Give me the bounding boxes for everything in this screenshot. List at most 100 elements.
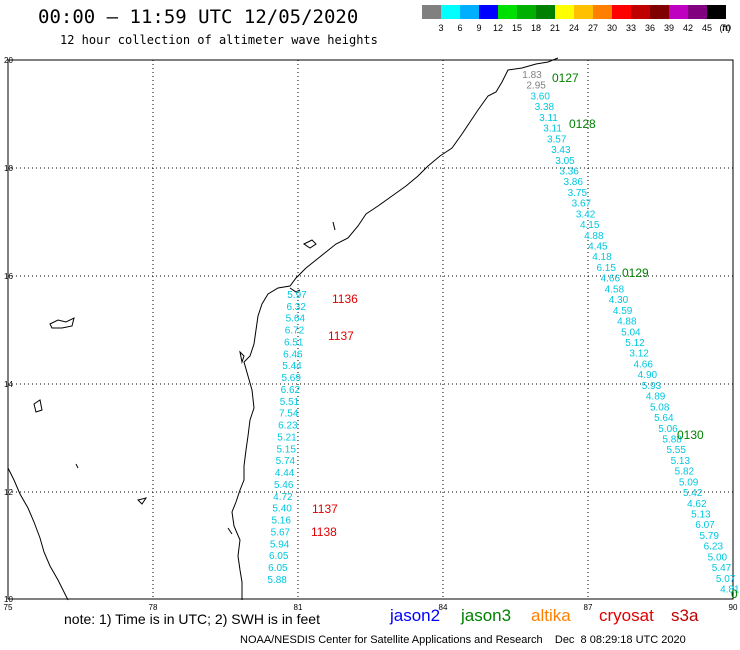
wave-height-value: 6.15 (596, 263, 616, 274)
wave-height-value: 3.11 (539, 113, 558, 124)
longitude-label: 81 (294, 603, 303, 612)
wave-height-value: 6.46 (283, 349, 303, 360)
wave-height-value: 6.72 (285, 326, 305, 337)
wave-height-value: 4.72 (273, 492, 293, 503)
wave-height-value: 6.62 (281, 385, 301, 396)
coastline-india-east (231, 57, 559, 600)
legend-label: 18 (531, 23, 541, 33)
legend-label: 12 (493, 23, 503, 33)
wave-height-value: 5.13 (671, 456, 691, 467)
wave-height-value: 3.43 (551, 145, 571, 156)
chart-title: 00:00 – 11:59 UTC 12/05/2020 (38, 6, 359, 28)
wave-height-value: 5.15 (276, 444, 296, 455)
legend-label: 27 (588, 23, 598, 33)
wave-height-value: 5.47 (712, 563, 732, 574)
longitude-label: 87 (584, 603, 593, 612)
longitude-label: 84 (439, 603, 448, 612)
lat-lon-grid (8, 60, 733, 599)
latitude-label: 14 (4, 380, 13, 389)
wave-height-value: 5.07 (716, 574, 736, 585)
wave-height-value: 5.82 (675, 467, 695, 478)
wave-height-value: 4.18 (592, 252, 612, 263)
legend-label: 45 (702, 23, 712, 33)
wave-height-value: 6.51 (284, 338, 304, 349)
wave-height-value: 4.62 (687, 499, 707, 510)
wave-height-value: 5.93 (642, 381, 662, 392)
wave-height-value: 6.23 (278, 421, 298, 432)
footer-note: note: 1) Time is in UTC; 2) SWH is in fe… (64, 611, 320, 627)
wave-height-value: 4.15 (580, 220, 600, 231)
satellite-name: altika (531, 606, 571, 625)
wave-height-value: 3.11 (543, 124, 562, 135)
pass-time-label: 1137 (312, 502, 338, 516)
wave-height-value: 3.75 (568, 188, 588, 199)
pass-time-label: 0129 (622, 266, 649, 280)
wave-height-value: 2.95 (526, 81, 546, 92)
island-shape (227, 527, 233, 535)
legend-swatch (422, 5, 441, 19)
wave-height-value: 5.44 (282, 361, 302, 372)
satellite-name: s3a (671, 606, 699, 625)
wave-height-value: 4.90 (638, 370, 658, 381)
wave-height-value: 5.13 (691, 510, 711, 521)
wave-height-value: 5.97 (287, 290, 307, 301)
legend-swatch (688, 5, 707, 19)
wave-height-value: 5.67 (271, 527, 291, 538)
legend-label: 24 (569, 23, 579, 33)
legend-label: 33 (626, 23, 636, 33)
longitude-label: 78 (149, 603, 158, 612)
wave-height-value: 4.81 (720, 585, 740, 596)
wave-height-value: 5.79 (699, 531, 719, 542)
wave-height-value: 5.51 (280, 397, 300, 408)
wave-height-value: 4.30 (609, 295, 629, 306)
wave-height-value: 4.66 (601, 274, 621, 285)
pass-time-labels: 0127 0128 0129 0130 0 1136 1137 1137 1138 (311, 71, 738, 601)
pass-time-label: 1138 (311, 525, 337, 539)
wave-height-value: 3.42 (576, 209, 596, 220)
wave-height-value: 5.64 (286, 314, 306, 325)
legend-swatch (631, 5, 650, 19)
wave-height-value: 6.07 (695, 520, 715, 531)
wave-height-value: 3.38 (535, 102, 555, 113)
legend-swatch (498, 5, 517, 19)
satellite-name: jason2 (390, 606, 441, 625)
wave-height-value: 5.88 (267, 575, 287, 586)
wave-height-value: 3.57 (547, 134, 567, 145)
legend-swatch (479, 5, 498, 19)
longitude-label: 75 (4, 603, 13, 612)
island-shape (332, 221, 336, 231)
wave-height-value: 3.67 (572, 199, 592, 210)
legend-label: 70 (721, 23, 731, 33)
wave-height-value: 5.74 (276, 456, 296, 467)
map-frame (7, 59, 734, 600)
island-shape (33, 399, 43, 413)
wave-height-value: 6.05 (269, 551, 289, 562)
island-shape (303, 239, 317, 249)
wave-height-value: 5.21 (277, 432, 297, 443)
color-legend: 3 6 9 12 15 18 21 24 27 30 33 36 39 42 45 70(ft) (422, 5, 731, 33)
pass-time-label: 0127 (552, 71, 579, 85)
wave-height-value: 4.45 (588, 242, 608, 253)
wave-height-value: 6.05 (268, 563, 288, 574)
legend-label: 42 (683, 23, 693, 33)
wave-height-value: 5.64 (654, 413, 674, 424)
latitude-label: 18 (4, 164, 13, 173)
wave-height-value: 4.44 (275, 468, 295, 479)
wave-height-value: 3.05 (555, 156, 575, 167)
legend-swatch (441, 5, 460, 19)
footer-credit: NOAA/NESDIS Center for Satellite Applica… (240, 634, 686, 646)
pass-time-label: 1136 (332, 292, 358, 306)
wave-height-value: 1.83 (522, 70, 542, 81)
chart-subtitle: 12 hour collection of altimeter wave hei… (60, 33, 378, 47)
wave-height-value: 5.00 (708, 552, 728, 563)
pass-time-label: 0128 (569, 117, 596, 131)
wave-height-value: 4.88 (617, 317, 637, 328)
legend-label: 36 (645, 23, 655, 33)
legend-swatch (650, 5, 669, 19)
wave-height-value: 5.94 (270, 539, 290, 550)
longitude-label: 90 (729, 603, 738, 612)
legend-swatch (555, 5, 574, 19)
wave-height-value: 5.16 (271, 516, 291, 527)
legend-label: 3 (438, 23, 443, 33)
